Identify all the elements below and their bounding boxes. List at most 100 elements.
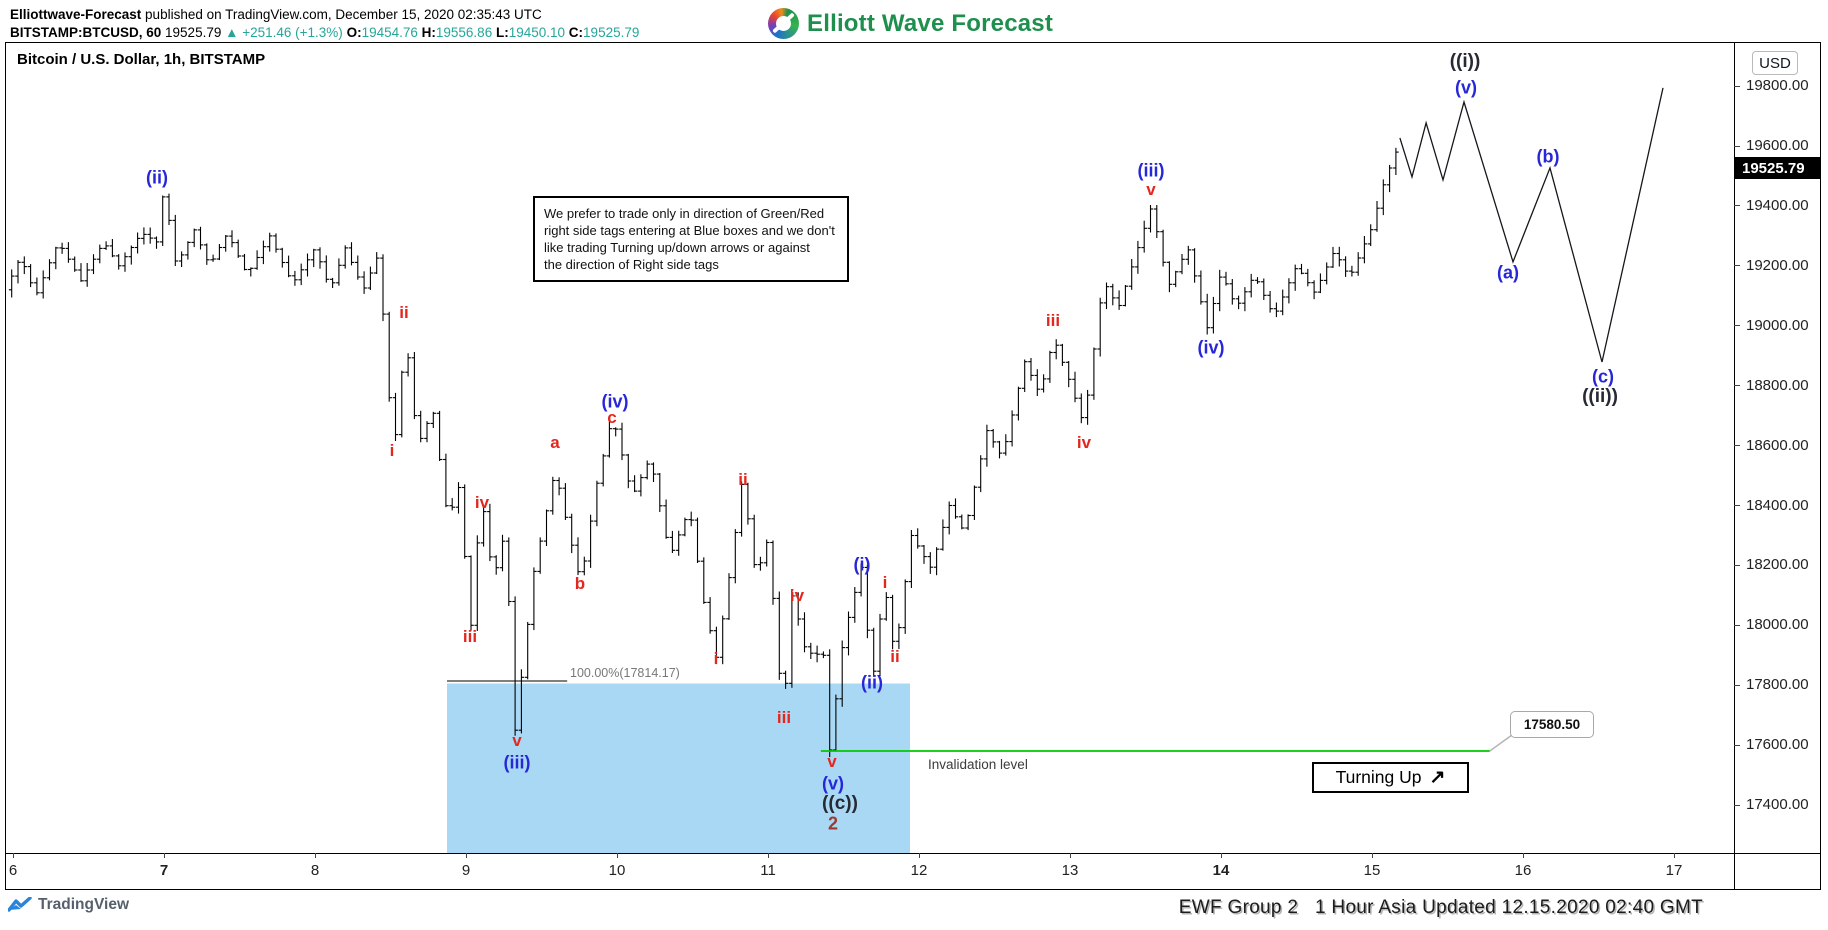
published-text: published on TradingView.com, December 1… xyxy=(141,7,542,22)
open-value: 19454.76 xyxy=(361,25,418,40)
price-tick-label: 19600.00 xyxy=(1746,137,1809,154)
price-tick-label: 19000.00 xyxy=(1746,316,1809,334)
wave-label: (b) xyxy=(1536,146,1560,167)
quote-last-value: 19525.79 xyxy=(165,25,222,40)
up-right-arrow-icon: ↗ xyxy=(1429,767,1446,788)
price-tick-mark xyxy=(1734,325,1740,327)
publish-info-line: Elliottwave-Forecast published on Tradin… xyxy=(10,7,542,22)
close-value: 19525.79 xyxy=(583,25,640,40)
price-tick-mark xyxy=(1734,385,1740,387)
wave-label: 2 xyxy=(827,813,839,834)
wave-label: i xyxy=(389,441,395,460)
wave-label: (iv) xyxy=(1197,337,1225,358)
price-tick-mark xyxy=(1734,744,1740,746)
turning-up-box: Turning Up ↗ xyxy=(1312,762,1469,793)
wave-label: (i) xyxy=(853,554,871,575)
wave-label: v xyxy=(827,752,837,771)
quote-change: ▲ +251.46 (+1.3%) xyxy=(225,25,343,40)
low-label: L: xyxy=(495,25,509,40)
open-label: O: xyxy=(346,25,362,40)
price-tick-label: 19800.00 xyxy=(1746,77,1809,95)
time-tick-mark xyxy=(617,853,618,858)
price-tick-mark xyxy=(1734,624,1740,626)
time-tick-label: 7 xyxy=(159,862,169,879)
wave-label: iii xyxy=(776,708,792,727)
wave-label: (iv) xyxy=(601,391,629,412)
time-tick-label: 9 xyxy=(461,862,471,879)
ewf-logo-text: Elliott Wave Forecast xyxy=(807,9,1054,37)
projection-path xyxy=(1399,87,1664,363)
wave-label: b xyxy=(574,574,586,593)
price-tick-mark xyxy=(1734,445,1740,447)
price-tick-label: 19200.00 xyxy=(1746,256,1809,274)
time-tick-mark xyxy=(768,853,769,858)
wave-label: iv xyxy=(789,586,805,605)
last-price-tag: 19525.79 xyxy=(1735,157,1821,179)
time-tick-label: 11 xyxy=(760,862,776,879)
time-tick-mark xyxy=(315,853,316,858)
time-tick-label: 14 xyxy=(1212,862,1230,879)
wave-label: (ii) xyxy=(861,672,883,693)
chart-title: Bitcoin / U.S. Dollar, 1h, BITSTAMP xyxy=(17,51,266,68)
wave-label: iv xyxy=(474,493,490,512)
time-tick-label: 8 xyxy=(310,862,320,879)
wave-label: v xyxy=(512,731,522,750)
time-tick-label: 15 xyxy=(1363,862,1381,879)
wave-label: i xyxy=(882,573,888,592)
blue-box xyxy=(447,683,910,853)
price-tick-mark xyxy=(1734,505,1740,507)
wave-label: ((i)) xyxy=(1449,51,1481,72)
time-tick-mark xyxy=(164,853,165,858)
ewf-caption: EWF Group 2 1 Hour Asia Updated 12.15.20… xyxy=(1178,897,1703,918)
chart-frame xyxy=(5,42,1821,890)
price-tick-mark xyxy=(1734,205,1740,207)
price-tick-label: 18600.00 xyxy=(1746,436,1809,454)
time-tick-mark xyxy=(1674,853,1675,858)
callout-tail xyxy=(1489,734,1513,752)
time-tick-mark xyxy=(466,853,467,858)
price-tick-label: 18000.00 xyxy=(1746,616,1809,634)
time-tick-label: 17 xyxy=(1665,862,1683,879)
price-tick-label: 18400.00 xyxy=(1746,496,1809,514)
wave-label: v xyxy=(1146,180,1156,199)
price-tick-label: 19400.00 xyxy=(1746,196,1809,214)
price-axis-divider xyxy=(1734,42,1735,890)
time-tick-mark xyxy=(919,853,920,858)
quote-symbol: BITSTAMP:BTCUSD, 60 xyxy=(10,25,162,40)
invalidation-level-label: Invalidation level xyxy=(928,757,1028,772)
wave-label: ii xyxy=(738,470,748,489)
price-callout: 17580.50 xyxy=(1510,711,1594,738)
time-tick-mark xyxy=(1221,853,1222,858)
time-tick-mark xyxy=(1523,853,1524,858)
price-tick-label: 17600.00 xyxy=(1746,736,1809,754)
wave-label: (v) xyxy=(822,773,844,794)
price-tick-mark xyxy=(1734,804,1740,806)
trading-note-box: We prefer to trade only in direction of … xyxy=(533,196,849,282)
publisher-name: Elliottwave-Forecast xyxy=(10,7,142,22)
currency-badge[interactable]: USD xyxy=(1752,51,1798,75)
fib-level-label: 100.00%(17814.17) xyxy=(570,666,680,680)
price-tick-label: 17800.00 xyxy=(1746,676,1809,694)
wave-label: ii xyxy=(890,647,900,666)
wave-label: c xyxy=(607,408,617,427)
wave-label: (iii) xyxy=(503,752,531,773)
price-tick-mark xyxy=(1734,265,1740,267)
time-tick-label: 6 xyxy=(8,862,18,879)
wave-label: iv xyxy=(1076,433,1092,452)
wave-label: i xyxy=(713,649,719,668)
tradingview-attribution[interactable]: TradingView xyxy=(8,896,129,914)
wave-label: (iii) xyxy=(1137,160,1165,181)
time-tick-mark xyxy=(1372,853,1373,858)
time-tick-mark xyxy=(1070,853,1071,858)
price-tick-mark xyxy=(1734,684,1740,686)
price-tick-label: 18800.00 xyxy=(1746,376,1809,394)
price-tick-mark xyxy=(1734,85,1740,87)
price-tick-mark xyxy=(1734,145,1740,147)
wave-label: (v) xyxy=(1455,77,1477,98)
wave-label: ((c)) xyxy=(822,793,858,814)
turning-up-label: Turning Up xyxy=(1335,767,1422,787)
price-bars xyxy=(8,147,1399,758)
wave-label: (ii) xyxy=(146,167,168,188)
quote-line: BITSTAMP:BTCUSD, 60 19525.79 ▲ +251.46 (… xyxy=(10,25,639,40)
